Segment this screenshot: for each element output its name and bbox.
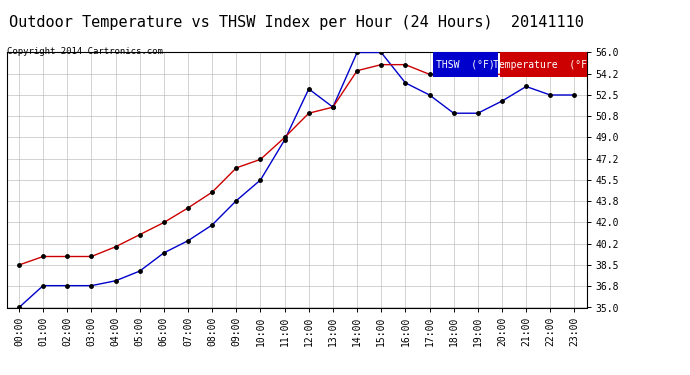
Text: THSW  (°F): THSW (°F) xyxy=(436,60,495,70)
Text: Temperature  (°F): Temperature (°F) xyxy=(493,60,593,70)
Text: Copyright 2014 Cartronics.com: Copyright 2014 Cartronics.com xyxy=(7,47,163,56)
Text: Outdoor Temperature vs THSW Index per Hour (24 Hours)  20141110: Outdoor Temperature vs THSW Index per Ho… xyxy=(9,15,584,30)
